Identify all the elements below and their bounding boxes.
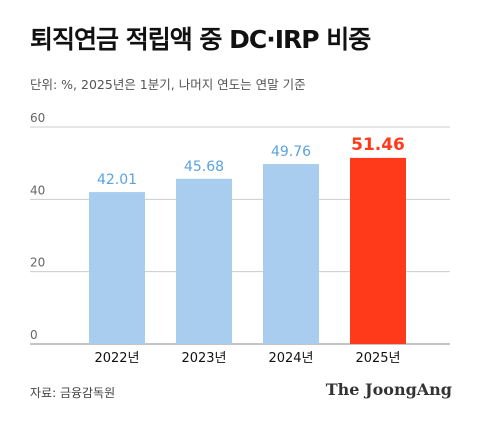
y-tick-label: 60 xyxy=(30,111,45,125)
bar xyxy=(176,178,232,344)
source-note: 자료: 금융감독원 xyxy=(30,386,116,400)
bar-value-label: 45.68 xyxy=(184,159,224,175)
x-tick-label: 2023년 xyxy=(181,351,226,366)
bar-value-label: 49.76 xyxy=(271,144,311,160)
brand-logo: The JoongAng xyxy=(325,380,452,399)
y-tick-label: 0 xyxy=(30,328,38,342)
y-tick-label: 40 xyxy=(30,183,45,197)
bar xyxy=(89,192,145,344)
x-tick-label: 2022년 xyxy=(94,351,139,366)
chart-title: 퇴직연금 적립액 중 DC·IRP 비중 xyxy=(30,25,371,54)
y-tick-label: 20 xyxy=(30,256,45,270)
chart-subtitle: 단위: %, 2025년은 1분기, 나머지 연도는 연말 기준 xyxy=(30,77,306,92)
bar-value-label: 42.01 xyxy=(97,172,137,188)
bar xyxy=(350,157,406,344)
bar xyxy=(263,164,319,344)
bar-value-label: 51.46 xyxy=(351,135,405,155)
x-tick-label: 2025년 xyxy=(355,351,400,366)
x-tick-label: 2024년 xyxy=(268,351,313,366)
